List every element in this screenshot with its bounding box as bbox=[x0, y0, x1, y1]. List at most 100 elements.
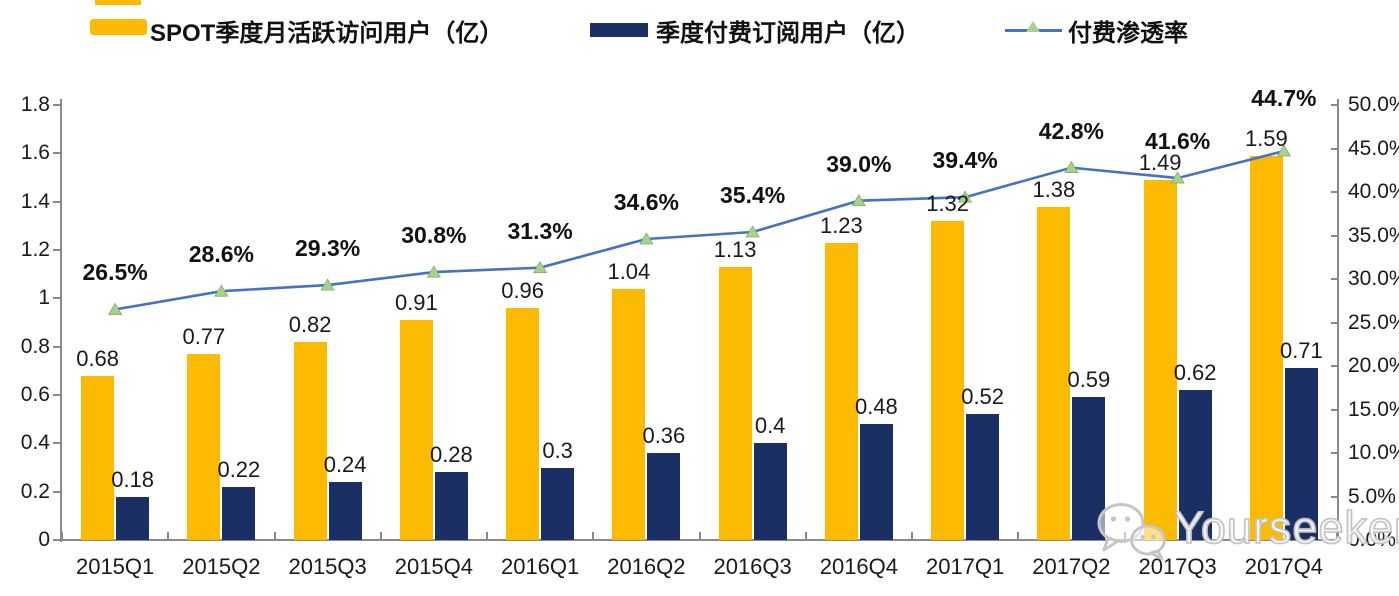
y-axis-line bbox=[60, 99, 62, 542]
bar-subs bbox=[434, 472, 468, 540]
left-axis-tick-label: 1.4 bbox=[20, 189, 50, 213]
bar-subs bbox=[753, 443, 787, 540]
bar-subs bbox=[647, 453, 681, 540]
x-axis-category-label: 2017Q3 bbox=[1138, 554, 1217, 579]
right-axis-tick-label: 5.0% bbox=[1348, 484, 1396, 508]
bar-value-label-mau: 0.96 bbox=[501, 278, 545, 303]
x-axis-category-label: 2015Q1 bbox=[75, 554, 155, 579]
bar-value-label-subs: 0.52 bbox=[961, 384, 1005, 410]
bar-value-label-mau: 1.49 bbox=[1138, 149, 1182, 175]
left-axis-tick-label: 1.2 bbox=[20, 238, 50, 261]
right-axis-tick bbox=[1331, 278, 1338, 280]
bar-mau bbox=[612, 288, 646, 540]
left-axis-tick-label: 0.8 bbox=[20, 334, 50, 358]
bar-subs bbox=[222, 486, 256, 540]
x-axis-tick bbox=[592, 532, 595, 540]
bar-value-label-subs: 0.59 bbox=[1067, 367, 1111, 393]
right-axis-tick bbox=[1331, 539, 1338, 541]
legend-swatch-subs bbox=[590, 23, 648, 37]
right-axis-tick bbox=[1331, 365, 1338, 367]
penetration-label: 28.6% bbox=[188, 241, 254, 268]
bar-value-label-subs: 0.3 bbox=[542, 437, 573, 463]
secondary-y-axis-line bbox=[1337, 99, 1339, 542]
left-axis-tick bbox=[53, 297, 60, 300]
x-axis-category-label: 2017Q1 bbox=[925, 554, 1005, 579]
x-axis-category-label: 2015Q2 bbox=[182, 554, 261, 579]
penetration-label: 39.0% bbox=[826, 150, 892, 177]
right-axis-tick bbox=[1331, 147, 1338, 150]
bar-value-label-mau: 0.82 bbox=[288, 311, 332, 337]
penetration-label: 29.3% bbox=[295, 235, 361, 262]
x-axis-tick bbox=[1123, 532, 1126, 540]
x-axis-category-label: 2016Q1 bbox=[500, 554, 580, 579]
bar-value-label-subs: 0.28 bbox=[429, 442, 473, 468]
bar-value-label-mau: 0.77 bbox=[182, 323, 226, 349]
penetration-label: 42.8% bbox=[1038, 117, 1104, 144]
bar-mau bbox=[187, 353, 221, 540]
x-axis-tick bbox=[1017, 532, 1020, 540]
bar-value-label-mau: 1.59 bbox=[1244, 125, 1288, 151]
bar-mau bbox=[718, 266, 752, 540]
right-axis-tick bbox=[1331, 191, 1338, 193]
bar-mau bbox=[81, 375, 115, 540]
bar-subs bbox=[1178, 390, 1212, 540]
penetration-label: 44.7% bbox=[1251, 85, 1317, 112]
triangle-marker-icon bbox=[1064, 160, 1079, 174]
x-axis-tick bbox=[379, 532, 382, 540]
bar-mau bbox=[506, 308, 540, 540]
bar-subs bbox=[1284, 368, 1318, 540]
right-axis-tick-label: 20.0% bbox=[1348, 354, 1399, 377]
penetration-line-path bbox=[114, 149, 1285, 311]
left-axis-tick-label: 1 bbox=[38, 286, 50, 310]
bar-value-label-subs: 0.62 bbox=[1173, 360, 1217, 386]
x-axis-tick bbox=[911, 532, 913, 540]
bar-value-label-subs: 0.22 bbox=[217, 456, 261, 482]
left-axis-tick-label: 0.4 bbox=[20, 431, 50, 455]
right-axis-tick-label: 10.0% bbox=[1348, 441, 1399, 464]
left-axis-tick-label: 0.6 bbox=[20, 383, 50, 406]
penetration-label: 31.3% bbox=[507, 217, 573, 244]
x-axis-category-label: 2017Q2 bbox=[1032, 554, 1111, 579]
bar-subs bbox=[541, 467, 575, 540]
left-axis-tick bbox=[53, 539, 60, 541]
left-axis-tick bbox=[53, 394, 60, 396]
x-axis-category-label: 2016Q2 bbox=[607, 554, 686, 579]
right-axis-tick bbox=[1331, 104, 1338, 106]
bar-value-label-subs: 0.18 bbox=[111, 466, 155, 492]
bar-value-label-mau: 0.91 bbox=[394, 290, 438, 316]
triangle-marker-icon bbox=[851, 193, 867, 207]
legend-triangle-marker-icon bbox=[1026, 21, 1040, 32]
bar-value-label-mau: 1.23 bbox=[819, 212, 863, 238]
left-axis-tick-label: 0 bbox=[38, 528, 50, 551]
right-axis-tick bbox=[1331, 452, 1338, 454]
x-axis-category-label: 2015Q3 bbox=[288, 554, 367, 579]
x-axis-tick bbox=[486, 532, 488, 540]
left-axis-tick-label: 1.6 bbox=[20, 141, 50, 165]
bar-value-label-mau: 1.32 bbox=[926, 191, 970, 216]
x-axis-tick bbox=[804, 532, 807, 540]
x-axis-category-label: 2016Q4 bbox=[819, 554, 899, 579]
legend-label-mau: SPOT季度月活跃访问用户（亿） bbox=[150, 20, 504, 47]
right-axis-tick-label: 50.0% bbox=[1348, 93, 1399, 116]
bar-subs bbox=[328, 482, 362, 540]
right-axis-tick bbox=[1331, 495, 1338, 498]
right-axis-tick bbox=[1331, 321, 1338, 324]
right-axis-tick-label: 15.0% bbox=[1348, 397, 1399, 421]
x-axis-tick bbox=[1229, 532, 1232, 540]
left-axis-tick bbox=[53, 104, 60, 106]
left-axis-tick bbox=[53, 152, 60, 155]
triangle-marker-icon bbox=[320, 278, 335, 291]
x-axis-tick bbox=[61, 532, 63, 540]
penetration-label: 41.6% bbox=[1145, 128, 1211, 155]
right-axis-tick-label: 30.0% bbox=[1348, 267, 1399, 290]
bar-mau bbox=[399, 320, 433, 540]
triangle-marker-icon bbox=[107, 302, 123, 315]
x-axis-tick bbox=[167, 532, 170, 540]
bar-mau bbox=[293, 341, 327, 540]
bar-value-label-mau: 0.68 bbox=[76, 345, 120, 371]
penetration-label: 30.8% bbox=[401, 222, 467, 249]
x-axis-tick bbox=[1336, 532, 1338, 540]
penetration-label: 34.6% bbox=[613, 188, 679, 215]
